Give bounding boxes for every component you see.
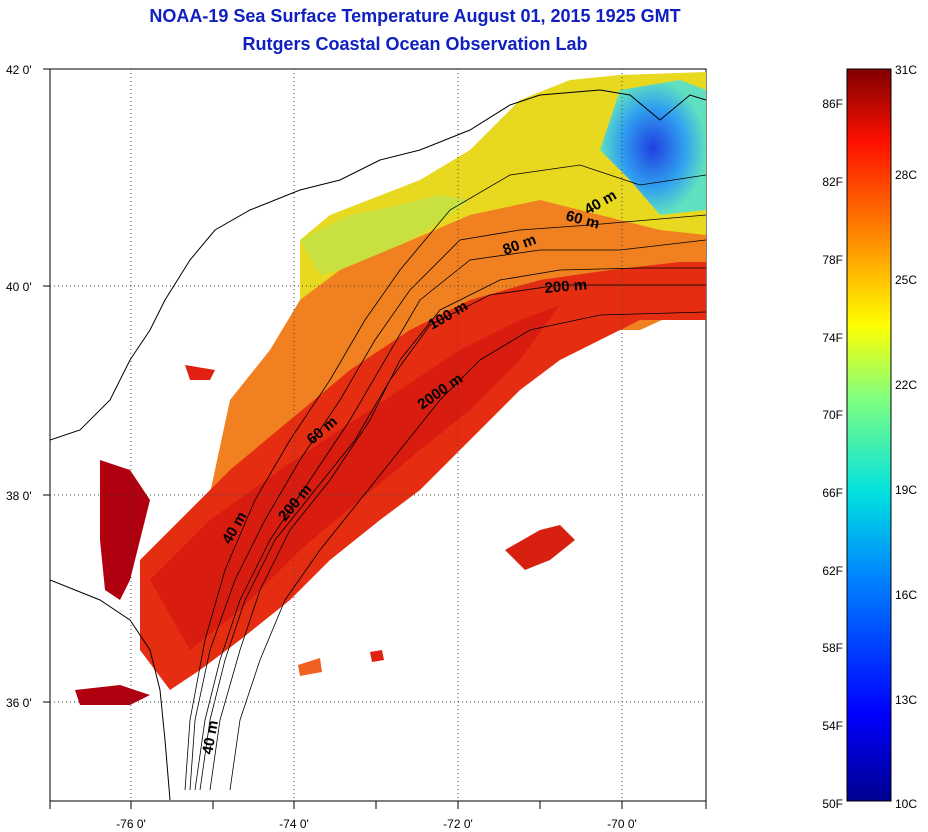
colorbar-celsius-labels: 31C 28C 25C 22C 19C 16C 13C 10C bbox=[895, 63, 917, 811]
colorbar-c-label: 28C bbox=[895, 168, 917, 182]
bathymetry-contours bbox=[184, 164, 706, 791]
colorbar-c-label: 10C bbox=[895, 797, 917, 811]
colorbar-f-label: 74F bbox=[822, 331, 843, 345]
offshore-patch-small bbox=[370, 650, 384, 662]
lat-label: 36 0' bbox=[6, 696, 32, 710]
colorbar-f-label: 54F bbox=[822, 719, 843, 733]
colorbar-c-label: 31C bbox=[895, 63, 917, 77]
map-title: NOAA-19 Sea Surface Temperature August 0… bbox=[149, 6, 681, 26]
red-offshore bbox=[140, 262, 706, 690]
contour-label: 200 m bbox=[544, 276, 588, 297]
lon-label: -72 0' bbox=[443, 817, 473, 831]
graticule bbox=[50, 69, 706, 801]
lon-label: -70 0' bbox=[607, 817, 637, 831]
axis-ticks bbox=[43, 68, 707, 809]
colorbar-f-label: 82F bbox=[822, 175, 843, 189]
green-patch bbox=[300, 195, 470, 275]
cold-pocket bbox=[600, 80, 706, 215]
colorbar-f-label: 62F bbox=[822, 564, 843, 578]
contour-label: 40 m bbox=[199, 719, 222, 756]
lat-label: 42 0' bbox=[6, 63, 32, 77]
lat-label: 40 0' bbox=[6, 280, 32, 294]
coastline-south bbox=[50, 579, 171, 801]
colorbar-c-label: 13C bbox=[895, 693, 917, 707]
colorbar-c-label: 25C bbox=[895, 273, 917, 287]
lon-label: -74 0' bbox=[279, 817, 309, 831]
colorbar-fahrenheit-labels: 86F 82F 78F 74F 70F 66F 62F 58F 54F 50F bbox=[822, 97, 843, 811]
colorbar bbox=[846, 68, 892, 802]
red-core bbox=[150, 305, 560, 650]
lat-label: 38 0' bbox=[6, 489, 32, 503]
lon-label: -76 0' bbox=[116, 817, 146, 831]
colorbar-f-label: 78F bbox=[822, 253, 843, 267]
sst-field: 40 m 60 m 80 m 200 m 100 m 2000 m 60 m 4… bbox=[50, 72, 706, 801]
colorbar-f-label: 50F bbox=[822, 797, 843, 811]
chesapeake-bay bbox=[100, 460, 150, 600]
delaware-bay bbox=[185, 365, 215, 380]
colorbar-c-label: 19C bbox=[895, 483, 917, 497]
colorbar-f-label: 58F bbox=[822, 641, 843, 655]
colorbar-f-label: 70F bbox=[822, 408, 843, 422]
colorbar-c-label: 22C bbox=[895, 378, 917, 392]
colorbar-f-label: 86F bbox=[822, 97, 843, 111]
map-subtitle: Rutgers Coastal Ocean Observation Lab bbox=[242, 34, 588, 54]
coastline bbox=[50, 89, 706, 441]
colorbar-f-label: 66F bbox=[822, 486, 843, 500]
colorbar-c-label: 16C bbox=[895, 588, 917, 602]
offshore-patch-small2 bbox=[298, 658, 322, 676]
offshore-patch bbox=[505, 525, 575, 570]
